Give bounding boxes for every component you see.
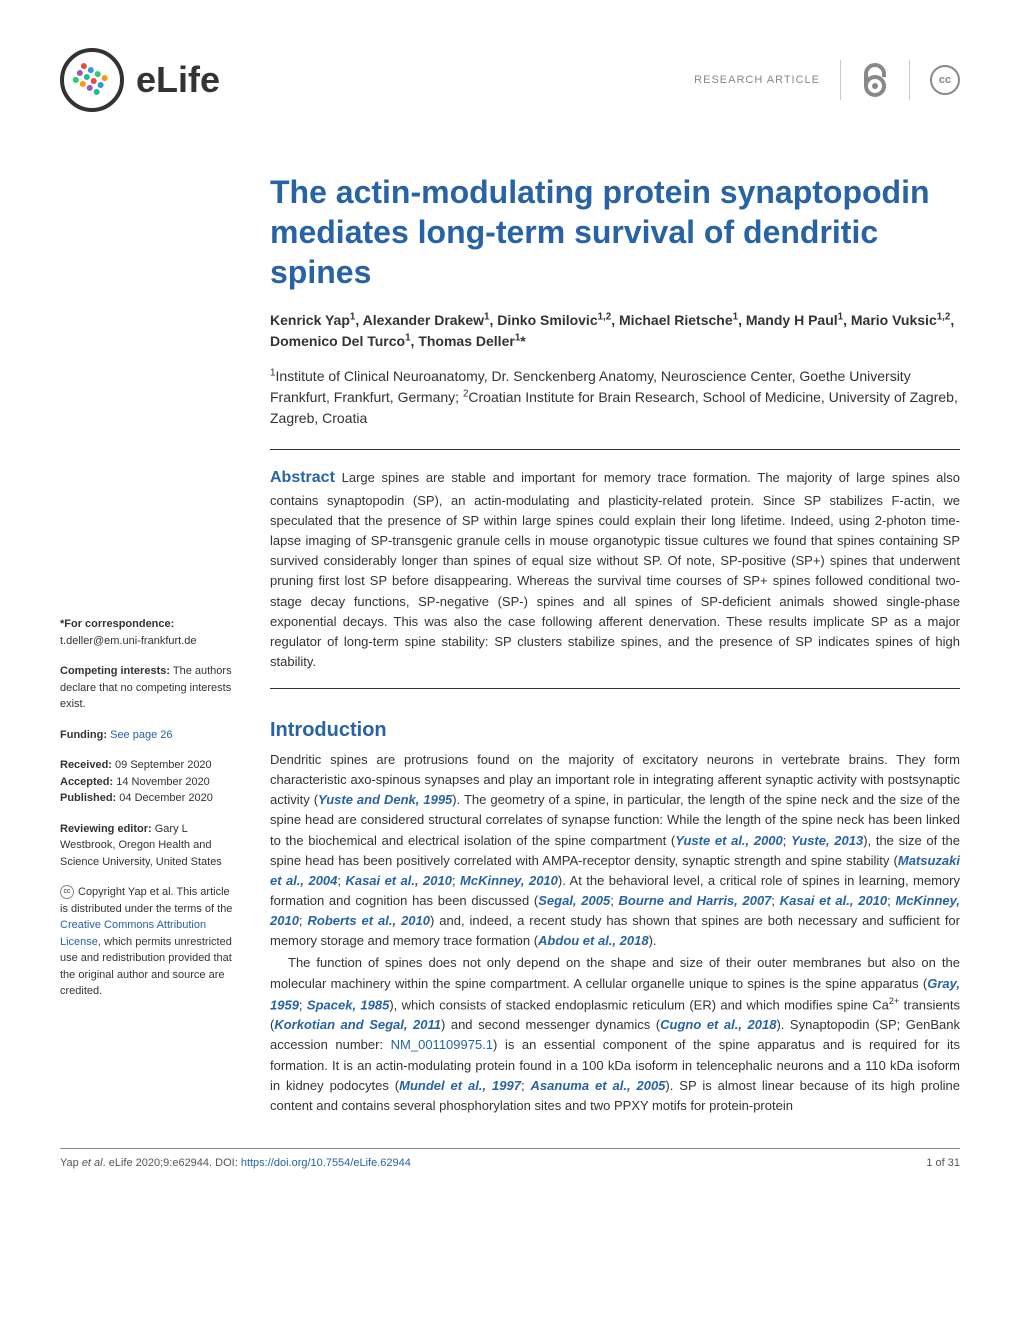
abstract: Abstract Large spines are stable and imp… xyxy=(270,466,960,672)
cc-license-icon: cc xyxy=(930,65,960,95)
author-list: Kenrick Yap1, Alexander Drakew1, Dinko S… xyxy=(270,310,960,352)
article-body: The actin-modulating protein synaptopodi… xyxy=(270,172,960,1118)
article-title: The actin-modulating protein synaptopodi… xyxy=(270,172,960,292)
introduction-body: Dendritic spines are protrusions found o… xyxy=(270,750,960,1116)
divider xyxy=(840,60,841,100)
intro-paragraph-1: Dendritic spines are protrusions found o… xyxy=(270,750,960,951)
published-label: Published: xyxy=(60,792,116,804)
elife-logo-icon xyxy=(60,48,124,112)
copyright-text: Copyright Yap et al. This article is dis… xyxy=(60,886,232,997)
divider xyxy=(270,449,960,450)
abstract-text: Large spines are stable and important fo… xyxy=(270,470,960,669)
competing-interests-block: Competing interests: The authors declare… xyxy=(60,663,240,713)
divider xyxy=(909,60,910,100)
received-label: Received: xyxy=(60,759,112,771)
published-date: 04 December 2020 xyxy=(116,792,213,804)
correspondence-block: *For correspondence: t.deller@em.uni-fra… xyxy=(60,616,240,649)
header-badges: RESEARCH ARTICLE cc xyxy=(694,60,960,100)
funding-block: Funding: See page 26 xyxy=(60,727,240,744)
abstract-label: Abstract xyxy=(270,469,335,486)
correspondence-email: t.deller@em.uni-frankfurt.de xyxy=(60,635,197,647)
dates-block: Received: 09 September 2020 Accepted: 14… xyxy=(60,757,240,807)
footer-page-number: 1 of 31 xyxy=(926,1157,960,1169)
section-heading-introduction: Introduction xyxy=(270,719,960,742)
copyright-block: ccCopyright Yap et al. This article is d… xyxy=(60,884,240,1000)
footer-citation: Yap et al. eLife 2020;9:e62944. DOI: htt… xyxy=(60,1157,411,1169)
article-metadata-sidebar: *For correspondence: t.deller@em.uni-fra… xyxy=(60,172,240,1118)
accepted-date: 14 November 2020 xyxy=(113,776,210,788)
journal-logo: eLife xyxy=(60,48,220,112)
funding-label: Funding: xyxy=(60,729,107,741)
intro-paragraph-2: The function of spines does not only dep… xyxy=(270,953,960,1115)
divider xyxy=(270,688,960,689)
competing-label: Competing interests: xyxy=(60,665,170,677)
affiliations: 1Institute of Clinical Neuroanatomy, Dr.… xyxy=(270,366,960,429)
accepted-label: Accepted: xyxy=(60,776,113,788)
page-header: eLife RESEARCH ARTICLE cc xyxy=(60,48,960,112)
funding-link[interactable]: See page 26 xyxy=(107,729,172,741)
editor-label: Reviewing editor: xyxy=(60,823,152,835)
article-type-label: RESEARCH ARTICLE xyxy=(694,74,820,86)
journal-name: eLife xyxy=(136,59,220,101)
open-access-icon xyxy=(861,62,889,98)
cc-small-icon: cc xyxy=(60,885,74,899)
reviewing-editor-block: Reviewing editor: Gary L Westbrook, Oreg… xyxy=(60,821,240,871)
received-date: 09 September 2020 xyxy=(112,759,212,771)
correspondence-label: *For correspondence: xyxy=(60,618,174,630)
page-footer: Yap et al. eLife 2020;9:e62944. DOI: htt… xyxy=(60,1148,960,1169)
